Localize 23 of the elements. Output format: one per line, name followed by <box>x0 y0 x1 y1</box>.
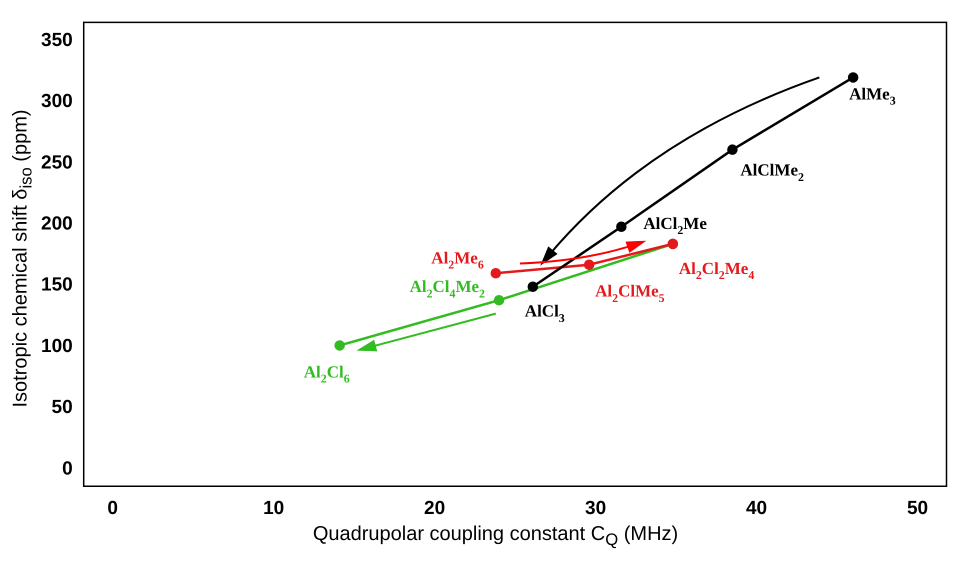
y-tick-label: 300 <box>41 91 73 112</box>
x-tick-label: 0 <box>107 498 118 519</box>
point <box>727 144 738 155</box>
y-tick-label: 100 <box>41 336 73 357</box>
point <box>848 72 858 83</box>
point <box>490 268 502 279</box>
y-tick-label: 200 <box>41 214 73 235</box>
y-tick-label: 150 <box>41 274 73 296</box>
point <box>616 222 627 232</box>
point <box>584 259 594 270</box>
y-tick-label: 350 <box>41 30 73 51</box>
y-tick-label: 0 <box>62 458 73 480</box>
x-tick-label: 30 <box>585 498 606 519</box>
x-tick-label: 50 <box>906 498 928 519</box>
point <box>334 340 345 351</box>
x-tick-label: 40 <box>746 498 768 519</box>
x-tick-label: 10 <box>263 498 284 519</box>
x-axis-title: Quadrupolar coupling constant C$_{Q}$ (MHz) <box>312 523 680 550</box>
point <box>528 281 538 292</box>
x-tick-label: 20 <box>424 498 446 519</box>
point <box>494 294 504 306</box>
y-tick-label: 250 <box>41 152 73 174</box>
y-tick-label: 50 <box>52 397 73 418</box>
